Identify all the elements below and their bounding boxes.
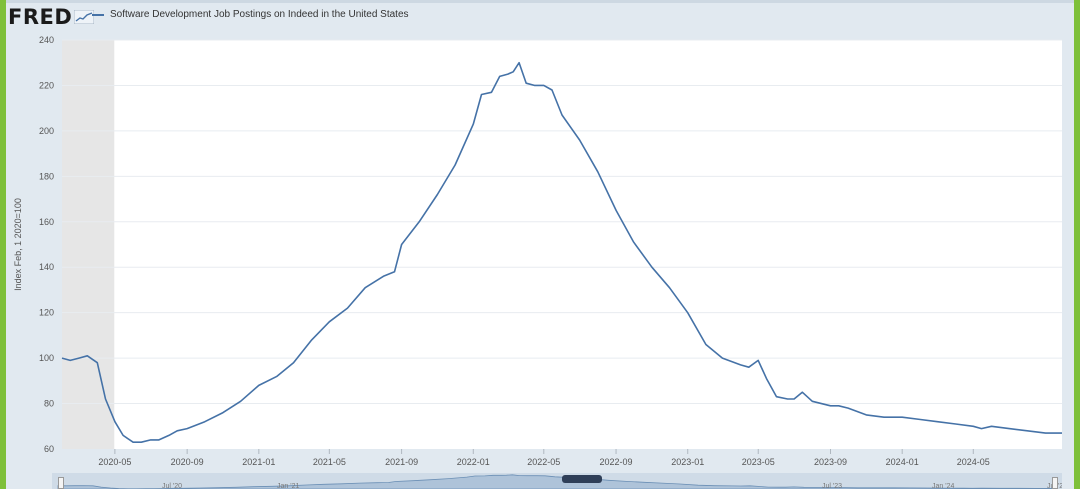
y-tick-label: 140	[39, 262, 54, 272]
chart-frame: FRED Software Development Job Postings o…	[6, 0, 1074, 489]
x-tick-label: 2024-05	[957, 457, 990, 467]
y-tick-label: 220	[39, 80, 54, 90]
line-chart[interactable]: 60 80 100 120 140 160 180 200 220 240 2020-05 2020-…	[6, 0, 1074, 473]
y-tick-label: 160	[39, 217, 54, 227]
navigator-label: Jul '20	[162, 483, 182, 489]
recession-shading	[62, 40, 115, 449]
navigator-right-handle[interactable]	[1052, 477, 1058, 489]
chart-trend-icon	[74, 10, 95, 24]
legend-swatch	[92, 13, 104, 16]
x-tick-label: 2024-01	[886, 457, 919, 467]
plot-area	[62, 40, 1062, 449]
top-divider	[6, 0, 1074, 3]
x-tick-label: 2023-09	[814, 457, 847, 467]
x-tick-label: 2022-09	[600, 457, 633, 467]
y-tick-label: 120	[39, 308, 54, 318]
navigator-area	[57, 474, 1053, 489]
x-tick-label: 2021-05	[313, 457, 346, 467]
x-tick-label: 2021-09	[385, 457, 418, 467]
y-tick-label: 180	[39, 171, 54, 181]
x-tick-label: 2022-05	[527, 457, 560, 467]
logo-text: FRED	[8, 5, 73, 29]
x-tick-label: 2023-01	[671, 457, 704, 467]
x-tick-label: 2021-01	[242, 457, 275, 467]
x-tick-label: 2022-01	[457, 457, 490, 467]
y-tick-label: 100	[39, 353, 54, 363]
legend[interactable]: Software Development Job Postings on Ind…	[92, 9, 409, 20]
navigator-label: Jan '24	[932, 483, 954, 489]
legend-label: Software Development Job Postings on Ind…	[110, 9, 409, 20]
y-tick-label: 200	[39, 126, 54, 136]
x-tick-label: 2023-05	[742, 457, 775, 467]
fred-logo: FRED	[8, 5, 95, 29]
series-line	[61, 61, 1062, 444]
navigator-scroll-thumb[interactable]	[562, 475, 602, 483]
y-tick-label: 80	[44, 399, 54, 409]
y-tick-label: 60	[44, 444, 54, 454]
x-tick-label: 2020-05	[98, 457, 131, 467]
y-axis-label: Index Feb, 1 2020=100	[13, 198, 23, 291]
navigator-left-handle[interactable]	[58, 477, 64, 489]
navigator-label: Jul '23	[822, 483, 842, 489]
x-tick-label: 2020-09	[171, 457, 204, 467]
y-tick-label: 240	[39, 35, 54, 45]
navigator-label: Jan '21	[277, 483, 299, 489]
